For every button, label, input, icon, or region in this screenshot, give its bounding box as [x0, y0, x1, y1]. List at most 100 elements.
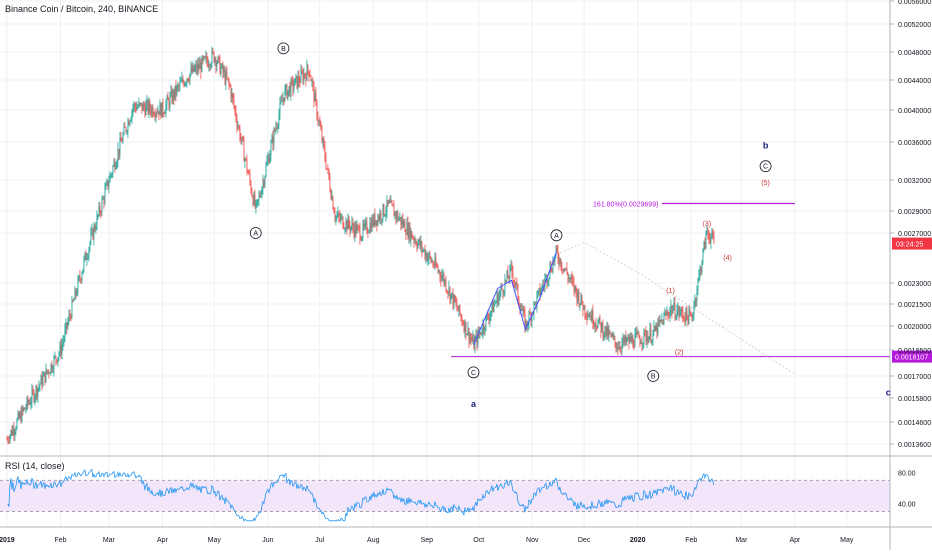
candle-body	[197, 63, 199, 71]
candle-body	[357, 225, 359, 227]
candle-body	[460, 314, 462, 318]
candle-body	[291, 79, 293, 81]
candle-body	[709, 238, 711, 243]
candle-body	[176, 85, 178, 95]
candle-body	[101, 199, 103, 213]
candle-body	[355, 224, 357, 234]
candle-body	[136, 107, 138, 111]
candle-body	[691, 314, 693, 318]
candle-body	[283, 97, 285, 102]
candle-body	[545, 275, 547, 280]
candle-body	[629, 336, 631, 344]
candle-body	[324, 146, 326, 159]
candle-body	[122, 134, 124, 143]
candle-body	[675, 317, 677, 319]
candle-body	[416, 244, 418, 248]
candle-body	[565, 268, 567, 270]
candle-body	[448, 287, 450, 293]
candle-body	[612, 334, 614, 337]
last-price-label: 03:24:25	[896, 242, 923, 249]
candle-body	[259, 195, 261, 197]
candle-body	[642, 342, 644, 345]
candle-body	[318, 120, 320, 122]
candle-body	[572, 279, 574, 282]
candle-body	[656, 325, 658, 335]
candle-body	[108, 182, 110, 188]
candle-body	[147, 100, 149, 113]
candle-body	[422, 249, 424, 251]
candle-body	[243, 140, 245, 162]
candle-body	[513, 280, 515, 283]
candle-body	[68, 314, 70, 322]
candle-body	[417, 242, 419, 248]
candle-body	[306, 65, 308, 81]
candle-body	[346, 220, 348, 230]
candle-body	[57, 357, 59, 363]
x-tick-label: Oct	[473, 537, 484, 544]
candle-body	[196, 64, 198, 71]
candle-body	[640, 342, 642, 344]
candle-body	[23, 407, 25, 411]
candle-body	[713, 235, 715, 242]
candle-body	[138, 102, 140, 107]
candle-body	[659, 319, 661, 323]
candle-body	[517, 284, 519, 300]
candle-body	[31, 389, 33, 402]
candle-body	[623, 337, 625, 343]
wave-labels: B A Ca A B (1) (2) (3) (4) (5) Cb c	[249, 42, 891, 409]
candle-body	[518, 299, 520, 305]
candle-body	[159, 103, 161, 116]
candle-body	[185, 82, 187, 84]
candle-body	[336, 215, 338, 217]
candle-body	[692, 315, 694, 318]
candle-body	[113, 161, 115, 167]
y-tick-label: 0.0029000	[898, 209, 931, 216]
candle-body	[310, 76, 312, 82]
candle-body	[423, 249, 425, 251]
candle-body	[697, 279, 699, 292]
candle-body	[670, 305, 672, 311]
candle-body	[413, 238, 415, 242]
candle-body	[215, 58, 217, 67]
y-tick-label: 0.0021500	[898, 302, 931, 309]
candle-body	[641, 342, 643, 345]
candle-body	[134, 103, 136, 107]
candle-body	[315, 93, 317, 101]
candle-body	[481, 333, 483, 335]
candle-body	[137, 106, 139, 108]
candle-body	[125, 127, 127, 132]
candle-body	[87, 256, 89, 259]
x-tick-label: Nov	[526, 537, 539, 544]
candle-body	[198, 63, 200, 69]
candle-body	[371, 218, 373, 231]
candle-body	[331, 196, 333, 199]
candle-body	[577, 292, 579, 301]
candle-body	[163, 113, 165, 115]
candle-body	[154, 115, 156, 117]
candle-body	[279, 102, 281, 115]
candle-body	[181, 78, 183, 82]
candle-body	[519, 304, 521, 311]
candle-body	[162, 102, 164, 114]
candle-body	[366, 221, 368, 233]
candle-body	[309, 76, 311, 77]
y-tick-label: 0.0056000	[898, 0, 931, 6]
candle-body	[285, 85, 287, 90]
candle-body	[320, 125, 322, 130]
candle-body	[286, 85, 288, 99]
candle-body	[221, 64, 223, 68]
candle-body	[94, 225, 96, 230]
candle-body	[679, 312, 681, 315]
candle-body	[10, 430, 12, 436]
candle-body	[105, 184, 107, 190]
candle-body	[368, 231, 370, 233]
candle-body	[596, 326, 598, 329]
candle-body	[369, 222, 371, 232]
candle-body	[350, 226, 352, 231]
candle-body	[192, 65, 194, 73]
candle-body	[132, 107, 134, 112]
candle-body	[560, 258, 562, 268]
wave-circle	[550, 229, 563, 242]
candle-body	[485, 316, 487, 330]
